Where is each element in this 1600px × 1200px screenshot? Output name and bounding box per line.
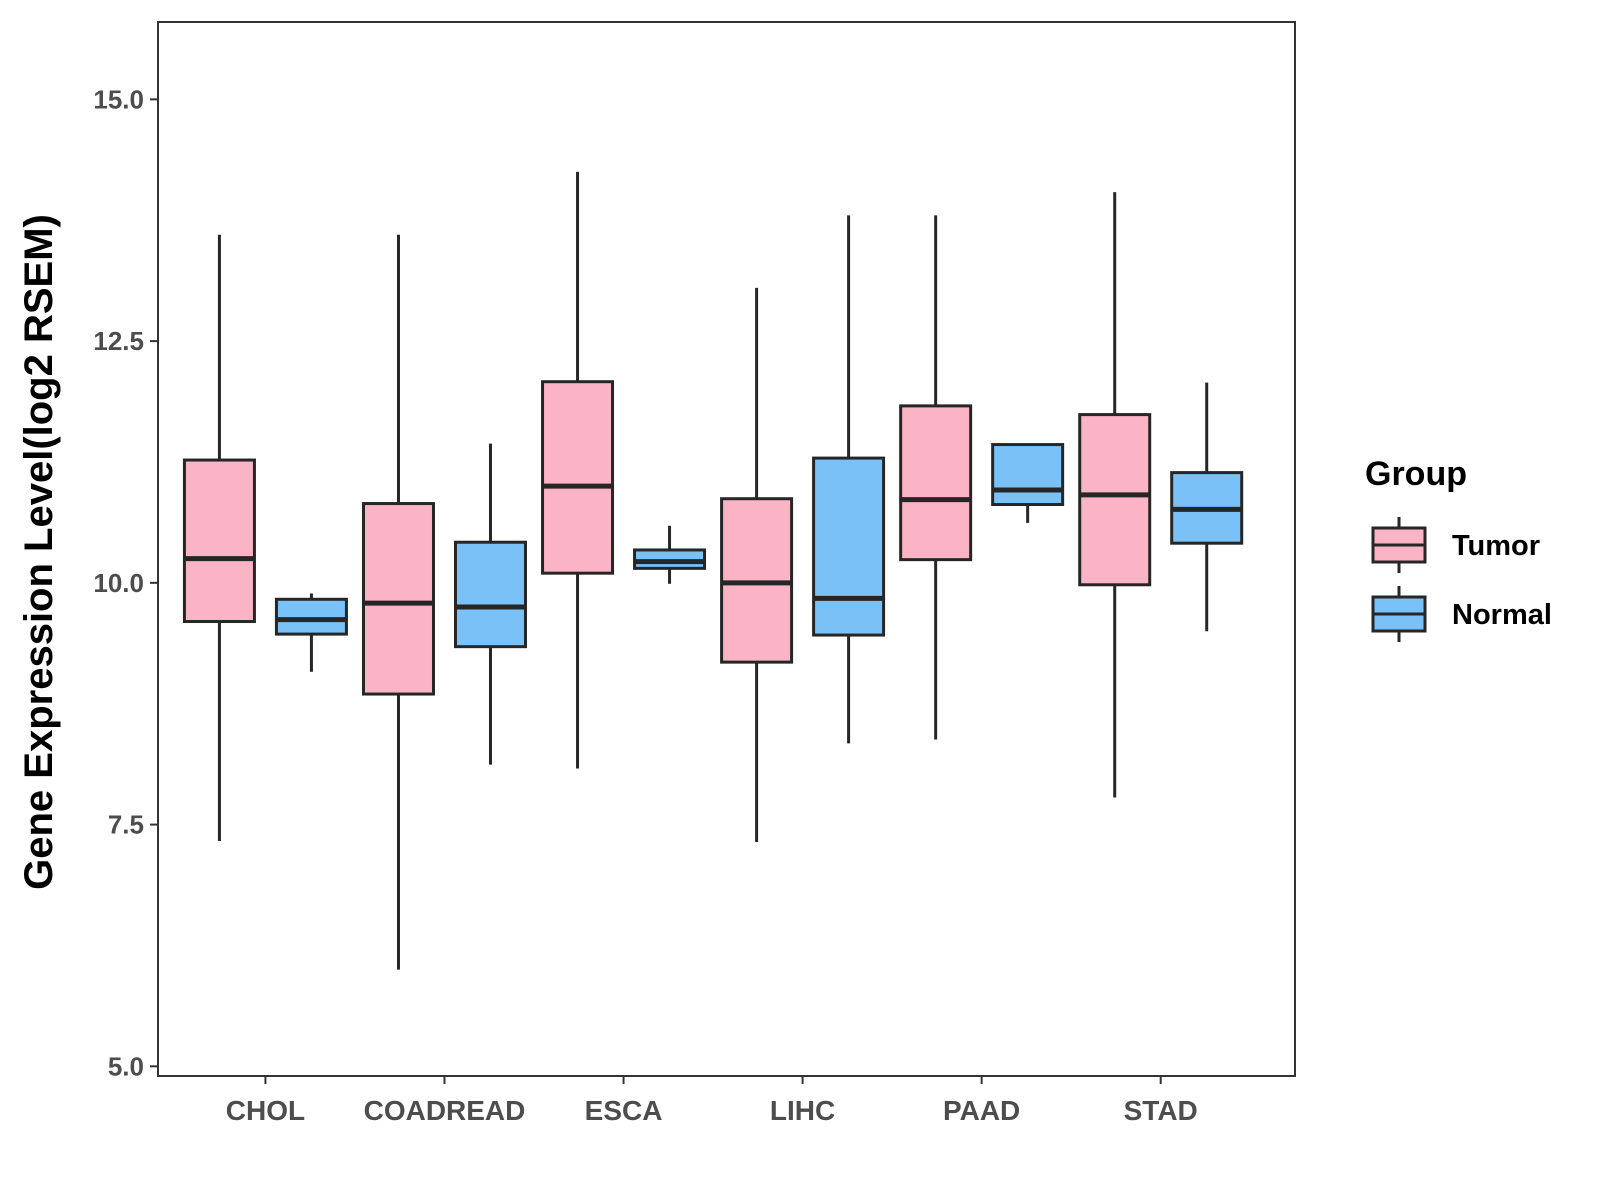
x-tick-label: COADREAD	[364, 1095, 526, 1126]
y-tick-label: 15.0	[93, 84, 144, 114]
box-iqr	[541, 380, 615, 575]
box-tumor-paad	[899, 215, 973, 740]
box-normal-lihc	[812, 215, 886, 744]
box-iqr	[899, 404, 973, 562]
legend-title: Group	[1365, 455, 1467, 493]
y-tick-label: 12.5	[93, 326, 144, 356]
box-iqr	[1078, 413, 1152, 587]
boxes-layer	[182, 171, 1244, 970]
box-iqr	[453, 540, 527, 649]
box-normal-coadread	[453, 443, 527, 765]
legend-label: Normal	[1452, 599, 1552, 631]
box-normal-chol	[274, 593, 348, 672]
box-normal-paad	[991, 443, 1065, 523]
panel-border	[157, 21, 1296, 1077]
box-iqr	[182, 458, 256, 624]
y-tick-label: 7.5	[108, 810, 144, 840]
x-tick-label: CHOL	[226, 1095, 305, 1126]
box-iqr	[274, 597, 348, 636]
x-axis: CHOL COADREAD ESCA LIHC PAAD STAD	[226, 1076, 1198, 1126]
x-tick-label: ESCA	[585, 1095, 663, 1126]
legend-label: Tumor	[1452, 530, 1540, 562]
box-tumor-coadread	[361, 234, 435, 970]
box-tumor-stad	[1078, 192, 1152, 798]
legend-item-tumor: Tumor	[1371, 517, 1540, 573]
y-axis: 5.0 7.5 10.0 12.5 15.0	[93, 84, 158, 1081]
legend-item-normal: Normal	[1371, 586, 1552, 642]
box-iqr	[361, 502, 435, 696]
y-tick-label: 10.0	[93, 568, 144, 598]
legend: Group Tumor Normal	[1365, 455, 1552, 642]
box-iqr	[812, 456, 886, 637]
y-axis-title: Gene Expression Level(log2 RSEM)	[17, 214, 61, 890]
box-iqr	[991, 443, 1065, 507]
box-normal-esca	[633, 525, 707, 584]
box-tumor-esca	[541, 171, 615, 769]
x-tick-label: STAD	[1124, 1095, 1198, 1126]
box-tumor-chol	[182, 234, 256, 842]
x-tick-label: LIHC	[770, 1095, 835, 1126]
box-tumor-lihc	[720, 287, 794, 842]
y-tick-label: 5.0	[108, 1051, 144, 1081]
x-tick-label: PAAD	[943, 1095, 1020, 1126]
box-normal-stad	[1170, 382, 1244, 632]
